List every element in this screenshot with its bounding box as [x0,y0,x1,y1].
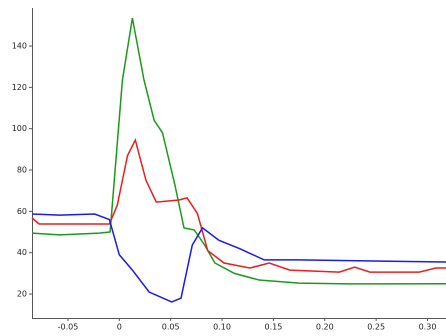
y-tick-label: 20 [17,290,27,299]
x-tick-label: -0.05 [58,323,79,332]
y-tick-label: 80 [17,166,27,175]
y-tick-label: 120 [12,83,27,92]
x-tick-label: 0.20 [316,323,334,332]
series-line [31,17,446,285]
y-tick-label: 40 [17,248,27,257]
x-tick-label: 0.30 [419,323,437,332]
y-tick-label: 140 [12,42,27,51]
x-tick-label: 0 [117,323,122,332]
series-line [31,137,446,273]
x-tick-label: 0.05 [162,323,180,332]
series-line [31,213,446,303]
x-tick-label: 0.15 [265,323,283,332]
x-tick-label: 0.25 [367,323,385,332]
x-tick-label: 0.10 [213,323,231,332]
y-tick-label: 100 [12,124,27,133]
y-tick-label: 60 [17,207,27,216]
